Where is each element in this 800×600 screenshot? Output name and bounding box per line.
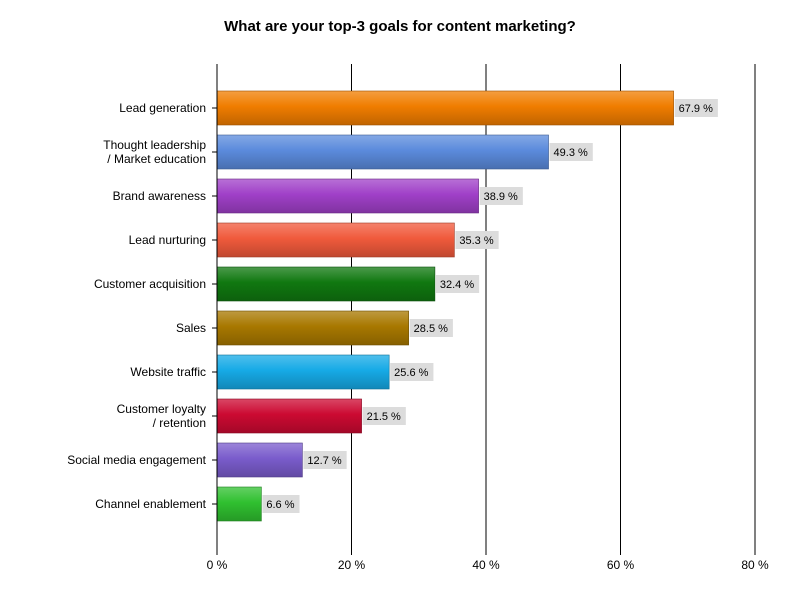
data-label: 35.3 % [459, 235, 493, 247]
bar [216, 442, 303, 478]
category-label: Brand awareness [113, 189, 206, 203]
bar [216, 266, 436, 302]
bar [216, 134, 549, 170]
data-label-background [435, 275, 480, 293]
category-label: Social media engagement [67, 453, 206, 467]
category-label: Sales [176, 321, 206, 335]
data-label-background [455, 231, 499, 249]
data-label-background [479, 187, 523, 205]
bars [216, 90, 674, 522]
category-label: Customer loyalty / retention [117, 402, 206, 430]
category-label: Website traffic [130, 365, 206, 379]
data-label: 21.5 % [367, 411, 401, 423]
labels: 0 % 20 % 40 % 60 % 80 % 67.9 % Lead generation… [67, 99, 769, 572]
x-tick-label: 80 % [741, 558, 769, 572]
axes [212, 64, 756, 555]
x-tick-label: 20 % [338, 558, 366, 572]
data-label-background [362, 407, 406, 425]
data-label-background [390, 363, 434, 381]
data-label-background [674, 99, 718, 117]
data-label: 12.7 % [307, 455, 341, 467]
category-label: Channel enablement [95, 497, 206, 511]
bar [216, 310, 409, 346]
category-label: Lead generation [119, 101, 206, 115]
category-label: Lead nurturing [129, 233, 206, 247]
data-label-background [303, 451, 347, 469]
bar [216, 222, 455, 258]
data-label-background [262, 495, 300, 513]
data-label: 6.6 % [266, 499, 294, 511]
data-label: 38.9 % [484, 191, 518, 203]
bar [216, 398, 362, 434]
x-tick-label: 40 % [472, 558, 500, 572]
data-label: 32.4 % [440, 279, 474, 291]
data-label: 25.6 % [394, 367, 428, 379]
category-label: Customer acquisition [94, 277, 206, 291]
bar [216, 354, 390, 390]
data-label: 67.9 % [679, 103, 713, 115]
bar [216, 90, 674, 126]
data-label: 28.5 % [414, 323, 448, 335]
x-tick-label: 60 % [607, 558, 635, 572]
data-label-background [409, 319, 453, 337]
data-label-background [549, 143, 593, 161]
category-label: Thought leadership / Market education [103, 138, 206, 166]
bar [216, 486, 262, 522]
data-label: 49.3 % [554, 147, 588, 159]
chart-title: What are your top-3 goals for content ma… [224, 18, 576, 35]
x-tick-label: 0 % [207, 558, 228, 572]
bar [216, 178, 479, 214]
